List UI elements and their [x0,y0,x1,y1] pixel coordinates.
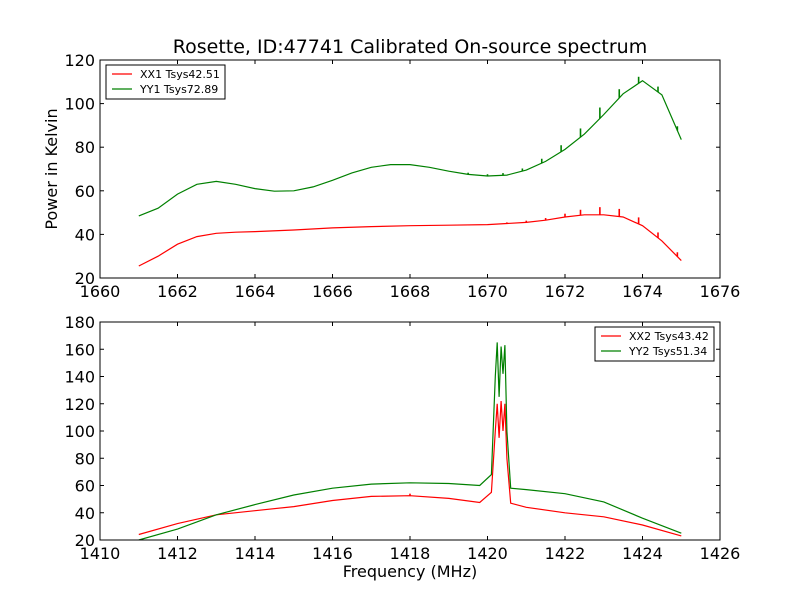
y-tick-label: 20 [75,531,95,550]
x-tick-label: 1660 [80,282,121,301]
x-tick-label: 1662 [157,282,198,301]
x-tick-label: 1410 [80,544,121,563]
y-tick-label: 40 [75,504,95,523]
legend: XX1 Tsys42.51 YY1 Tsys72.89 [105,64,226,100]
y-axis-label: Power in Kelvin [42,108,61,229]
y-tick-label: 80 [75,138,95,157]
x-tick-label: 1424 [622,544,663,563]
legend-entry: YY2 Tsys51.34 [628,345,707,358]
y-tick-label: 120 [64,395,95,414]
x-tick-label: 1426 [700,544,741,563]
bottom-plot: 1410 1412 1414 1416 1418 1420 1422 1424 1426 20 40… [64,313,740,581]
legend-box [105,64,226,100]
x-tick-label: 1674 [622,282,663,301]
x-tick-label: 1418 [390,544,431,563]
legend: XX2 Tsys43.42 YY2 Tsys51.34 [594,326,715,362]
y-tick-label: 100 [64,95,95,114]
y-tick-label: 180 [64,313,95,332]
series-line-2 [138,342,682,540]
series-line-1 [138,214,682,267]
x-axis-label: Frequency (MHz) [343,562,477,581]
x-tick-label: 1412 [157,544,198,563]
y-tick-label: 100 [64,422,95,441]
series-line-1 [138,400,682,537]
x-tick-label: 1666 [312,282,353,301]
x-tick-label: 1420 [467,544,508,563]
y-tick-label: 60 [75,182,95,201]
y-tick-label: 40 [75,225,95,244]
x-tick-label: 1422 [545,544,586,563]
y-tick-label: 80 [75,449,95,468]
x-tick-label: 1664 [235,282,276,301]
figure-title: Rosette, ID:47741 Calibrated On-source s… [173,36,647,58]
y-tick-label: 120 [64,51,95,70]
y-tick-label: 60 [75,477,95,496]
x-tick-label: 1672 [545,282,586,301]
legend-entry: XX1 Tsys42.51 [140,68,220,81]
legend-entry: XX2 Tsys43.42 [629,330,709,343]
legend-entry: YY1 Tsys72.89 [139,83,218,96]
x-tick-label: 1668 [390,282,431,301]
y-tick-label: 20 [75,269,95,288]
x-tick-label: 1670 [467,282,508,301]
x-tick-label: 1416 [312,544,353,563]
x-tick-label: 1676 [700,282,741,301]
y-tick-label: 160 [64,340,95,359]
x-tick-label: 1414 [235,544,276,563]
series-line-2 [138,79,682,217]
top-plot: 1660 1662 1664 1666 1668 1670 1672 1674 1676 20 40… [42,51,740,301]
legend-box [594,326,715,362]
y-tick-label: 140 [64,368,95,387]
